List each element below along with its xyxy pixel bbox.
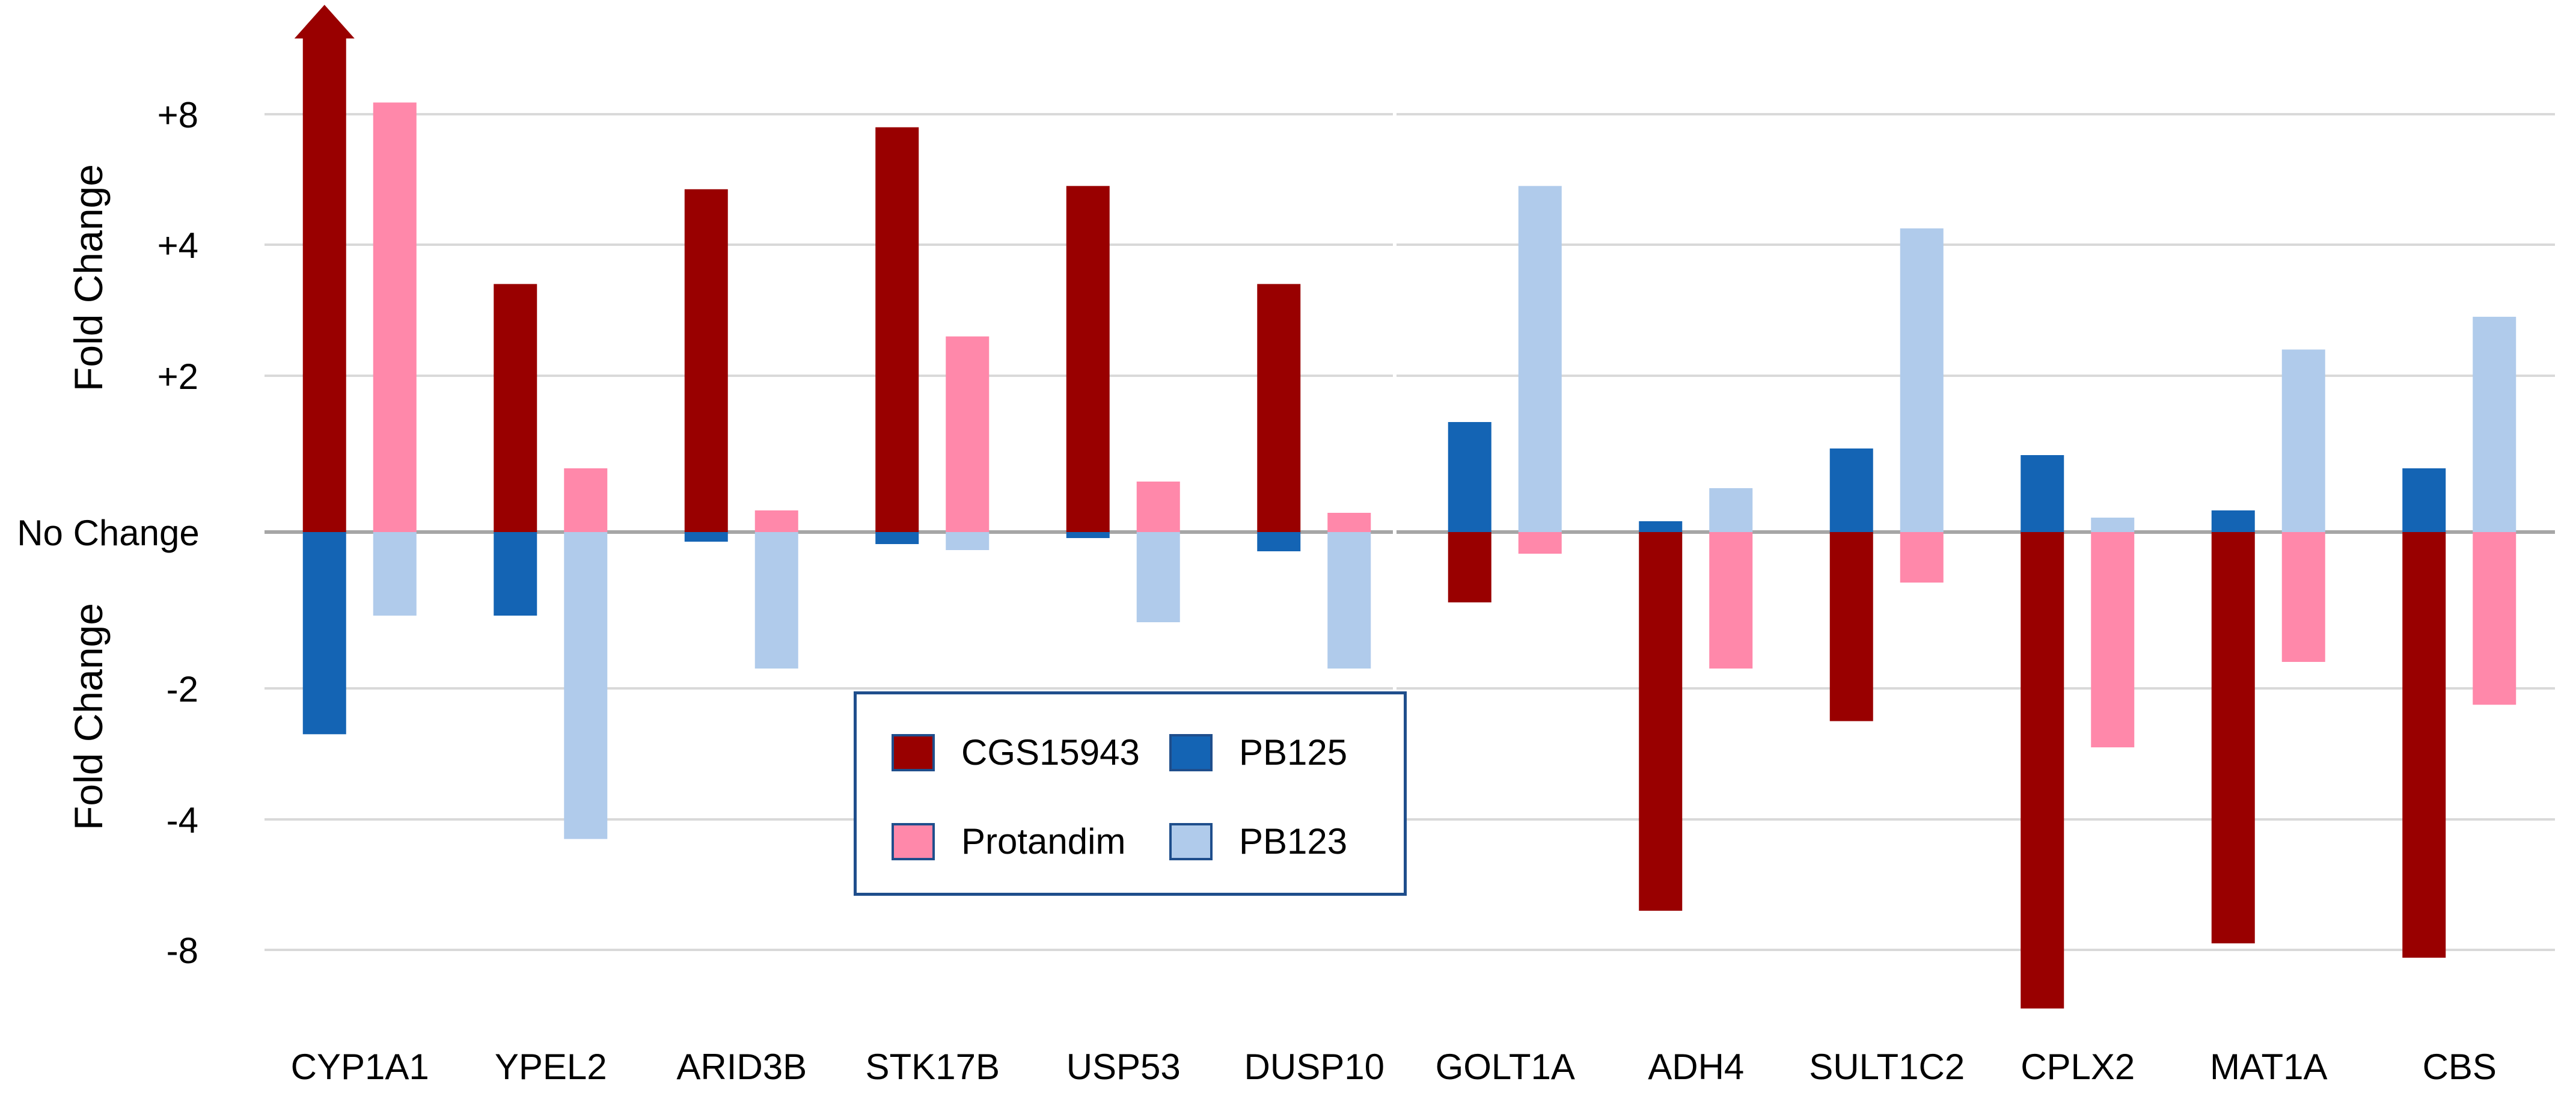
bar-cgs15943-cplx2 bbox=[2021, 532, 2064, 1009]
bar-pb123-cplx2 bbox=[2091, 518, 2135, 532]
bar-pb123-mat1a bbox=[2281, 349, 2325, 532]
y-tick-label: +8 bbox=[158, 95, 198, 135]
chart-legend: CGS15943 PB125 Protandim PB123 bbox=[854, 691, 1407, 896]
x-tick-label: YPEL2 bbox=[495, 1047, 607, 1087]
x-tick-label: ARID3B bbox=[676, 1047, 807, 1087]
gridlines bbox=[265, 113, 2555, 951]
bar-pb125-sult1c2 bbox=[1829, 448, 1873, 532]
x-tick-label: CBS bbox=[2423, 1047, 2497, 1087]
bar-protandim-cyp1a1 bbox=[373, 102, 417, 532]
bar-cgs15943-mat1a bbox=[2211, 532, 2255, 944]
bar-pb125-cyp1a1 bbox=[302, 532, 346, 735]
legend-label-pb125: PB125 bbox=[1239, 732, 1348, 773]
x-tick-label: ADH4 bbox=[1648, 1047, 1744, 1087]
bar-pb125-cplx2 bbox=[2021, 455, 2064, 532]
bar-pb123-dusp10 bbox=[1327, 532, 1371, 669]
bar-pb125-golt1a bbox=[1448, 422, 1491, 532]
bar-protandim-cbs bbox=[2473, 532, 2516, 705]
bar-pb123-stk17b bbox=[946, 532, 990, 550]
bar-cgs15943-usp53 bbox=[1066, 186, 1110, 533]
x-tick-label: CPLX2 bbox=[2021, 1047, 2135, 1087]
bar-pb123-arid3b bbox=[754, 532, 798, 669]
legend-label-cgs15943: CGS15943 bbox=[961, 732, 1140, 773]
x-tick-label: MAT1A bbox=[2210, 1047, 2328, 1087]
y-tick-label: No Change bbox=[17, 513, 200, 553]
legend-swatch-cgs15943 bbox=[892, 733, 935, 771]
bar-pb123-adh4 bbox=[1709, 488, 1753, 532]
y-tick-label: +2 bbox=[158, 357, 198, 397]
bar-pb125-arid3b bbox=[684, 532, 728, 542]
legend-label-pb123: PB123 bbox=[1239, 821, 1348, 862]
bar-cgs15943-cyp1a1 bbox=[302, 36, 346, 532]
x-tick-label: DUSP10 bbox=[1244, 1047, 1384, 1087]
legend-item-pb125: PB125 bbox=[1169, 732, 1347, 773]
x-tick-label: GOLT1A bbox=[1436, 1047, 1575, 1087]
y-axis-label-lower: Fold Change bbox=[66, 603, 111, 830]
y-tick-label: -8 bbox=[167, 931, 198, 971]
legend-item-pb123: PB123 bbox=[1169, 821, 1347, 862]
bar-pb123-usp53 bbox=[1136, 532, 1180, 622]
bar-pb125-mat1a bbox=[2211, 510, 2255, 532]
bar-cgs15943-sult1c2 bbox=[1829, 532, 1873, 721]
y-tick-label: +4 bbox=[158, 225, 198, 266]
bar-protandim-usp53 bbox=[1136, 482, 1180, 532]
bar-protandim-sult1c2 bbox=[1900, 532, 1944, 583]
bar-protandim-cplx2 bbox=[2091, 532, 2135, 748]
bar-pb123-ypel2 bbox=[564, 532, 608, 839]
x-tick-label: STK17B bbox=[866, 1047, 1000, 1087]
bar-pb125-usp53 bbox=[1066, 532, 1110, 538]
bar-pb125-ypel2 bbox=[494, 532, 537, 616]
truncation-arrow bbox=[294, 5, 355, 38]
y-tick-label: -4 bbox=[167, 800, 198, 840]
bar-protandim-golt1a bbox=[1518, 532, 1562, 554]
bar-cgs15943-stk17b bbox=[875, 127, 919, 532]
y-axis-label-upper: Fold Change bbox=[66, 164, 111, 391]
bar-cgs15943-golt1a bbox=[1448, 532, 1491, 602]
legend-swatch-pb123 bbox=[1169, 822, 1213, 860]
bar-protandim-stk17b bbox=[946, 336, 990, 532]
bar-pb125-dusp10 bbox=[1257, 532, 1301, 551]
bar-cgs15943-cbs bbox=[2402, 532, 2446, 958]
bar-pb125-cbs bbox=[2402, 468, 2446, 532]
bar-pb123-cbs bbox=[2473, 316, 2516, 532]
bar-cgs15943-ypel2 bbox=[494, 284, 537, 532]
legend-swatch-pb125 bbox=[1169, 733, 1213, 771]
bar-cgs15943-adh4 bbox=[1639, 532, 1683, 911]
bars bbox=[294, 5, 2516, 1009]
bar-protandim-mat1a bbox=[2281, 532, 2325, 662]
legend-item-cgs15943: CGS15943 bbox=[892, 732, 1140, 773]
bar-protandim-dusp10 bbox=[1327, 513, 1371, 532]
legend-swatch-protandim bbox=[892, 822, 935, 860]
labels: Fold Change Fold Change +8 +4 +2 No Change -… bbox=[17, 95, 2497, 1087]
x-tick-label: CYP1A1 bbox=[291, 1047, 429, 1087]
bar-cgs15943-arid3b bbox=[684, 189, 728, 532]
bar-pb125-adh4 bbox=[1639, 521, 1683, 532]
bar-protandim-adh4 bbox=[1709, 532, 1753, 669]
bar-pb125-stk17b bbox=[875, 532, 919, 544]
bar-pb123-golt1a bbox=[1518, 186, 1562, 533]
bar-protandim-arid3b bbox=[754, 510, 798, 532]
legend-label-protandim: Protandim bbox=[961, 821, 1126, 862]
bar-cgs15943-dusp10 bbox=[1257, 284, 1301, 532]
bar-pb123-cyp1a1 bbox=[373, 532, 417, 616]
legend-item-protandim: Protandim bbox=[892, 821, 1125, 862]
bar-protandim-ypel2 bbox=[564, 468, 608, 532]
y-tick-label: -2 bbox=[167, 669, 198, 709]
x-tick-label: USP53 bbox=[1066, 1047, 1181, 1087]
bar-pb123-sult1c2 bbox=[1900, 228, 1944, 532]
x-tick-label: SULT1C2 bbox=[1809, 1047, 1965, 1087]
